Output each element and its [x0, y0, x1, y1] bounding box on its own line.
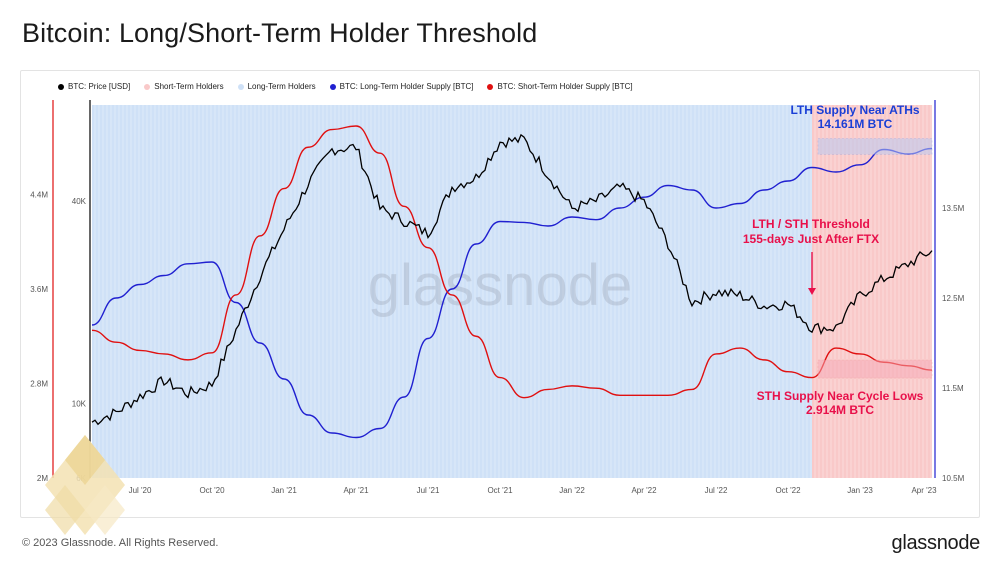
legend-dot-lth-supply	[329, 83, 336, 90]
left-tick-label: 2M	[37, 474, 48, 483]
legend-label-lth-supply: BTC: Long-Term Holder Supply [BTC]	[339, 82, 474, 91]
annotation-sth-line2: 2.914M BTC	[806, 403, 874, 417]
left-tick-label: 4.4M	[30, 191, 48, 200]
x-tick-label: Apr '23	[911, 486, 937, 495]
annotation-lth-line2: 14.161M BTC	[818, 117, 893, 131]
x-tick-label: Oct '21	[487, 486, 513, 495]
left-tick-label: 3.6M	[30, 285, 48, 294]
right-tick-label: 13.5M	[942, 204, 965, 213]
annotation-threshold-line1: LTH / STH Threshold	[752, 217, 870, 231]
legend-item-sth-supply[interactable]: BTC: Short-Term Holder Supply [BTC]	[487, 82, 633, 91]
legend-label-price: BTC: Price [USD]	[68, 82, 131, 91]
legend-dot-lth-area	[237, 83, 244, 90]
price-tick-label: 10K	[72, 399, 87, 408]
legend-dot-sth-area	[144, 83, 151, 90]
legend-dot-price	[58, 83, 64, 90]
x-tick-label: Jan '23	[847, 486, 873, 495]
x-tick-label: Jul '21	[417, 486, 440, 495]
price-line	[91, 133, 933, 426]
x-tick-label: Jan '22	[559, 486, 585, 495]
area-stripes	[94, 105, 932, 478]
threshold-arrow-head	[808, 288, 816, 295]
sth-highlight-box	[817, 359, 933, 379]
lth-supply-line	[91, 147, 933, 439]
legend: BTC: Price [USD] Short-Term Holders Long…	[58, 82, 633, 91]
watermark-text: glassnode	[368, 253, 632, 318]
x-tick-label: Oct '20	[199, 486, 225, 495]
legend-label-sth-supply: BTC: Short-Term Holder Supply [BTC]	[497, 82, 633, 91]
chart-frame	[20, 70, 980, 518]
sth-supply-line	[91, 125, 933, 399]
chart-title: Bitcoin: Long/Short-Term Holder Threshol…	[22, 18, 538, 48]
legend-label-lth-area: Long-Term Holders	[247, 82, 316, 91]
left-tick-label: 2.8M	[30, 380, 48, 389]
x-tick-label: Jul '22	[705, 486, 728, 495]
legend-label-sth-area: Short-Term Holders	[154, 82, 224, 91]
lth-area	[92, 105, 812, 478]
annotation-threshold-line2: 155-days Just After FTX	[743, 232, 879, 246]
legend-item-lth-supply[interactable]: BTC: Long-Term Holder Supply [BTC]	[329, 82, 474, 91]
right-tick-label: 10.5M	[942, 474, 965, 483]
annotation-sth-line1: STH Supply Near Cycle Lows	[757, 389, 924, 403]
brand-logo-text: glassnode	[891, 532, 981, 554]
x-tick-label: Jan '21	[271, 486, 297, 495]
legend-dot-sth-supply	[487, 83, 494, 90]
lth-highlight-box	[817, 138, 933, 155]
legend-item-price[interactable]: BTC: Price [USD]	[58, 82, 130, 91]
copyright-text: © 2023 Glassnode. All Rights Reserved.	[22, 537, 219, 549]
legend-item-sth-area[interactable]: Short-Term Holders	[144, 82, 224, 91]
x-tick-label: Oct '22	[775, 486, 801, 495]
decorative-diamond-icon	[45, 435, 125, 535]
x-tick-label: Apr '22	[631, 486, 657, 495]
right-tick-label: 11.5M	[942, 384, 964, 393]
annotation-lth-line1: LTH Supply Near ATHs	[790, 103, 919, 117]
legend-item-lth-area[interactable]: Long-Term Holders	[237, 82, 316, 91]
price-tick-label: 40K	[72, 197, 87, 206]
x-tick-label: Apr '21	[343, 486, 369, 495]
x-tick-label: Jul '20	[129, 486, 152, 495]
right-tick-label: 12.5M	[942, 294, 965, 303]
